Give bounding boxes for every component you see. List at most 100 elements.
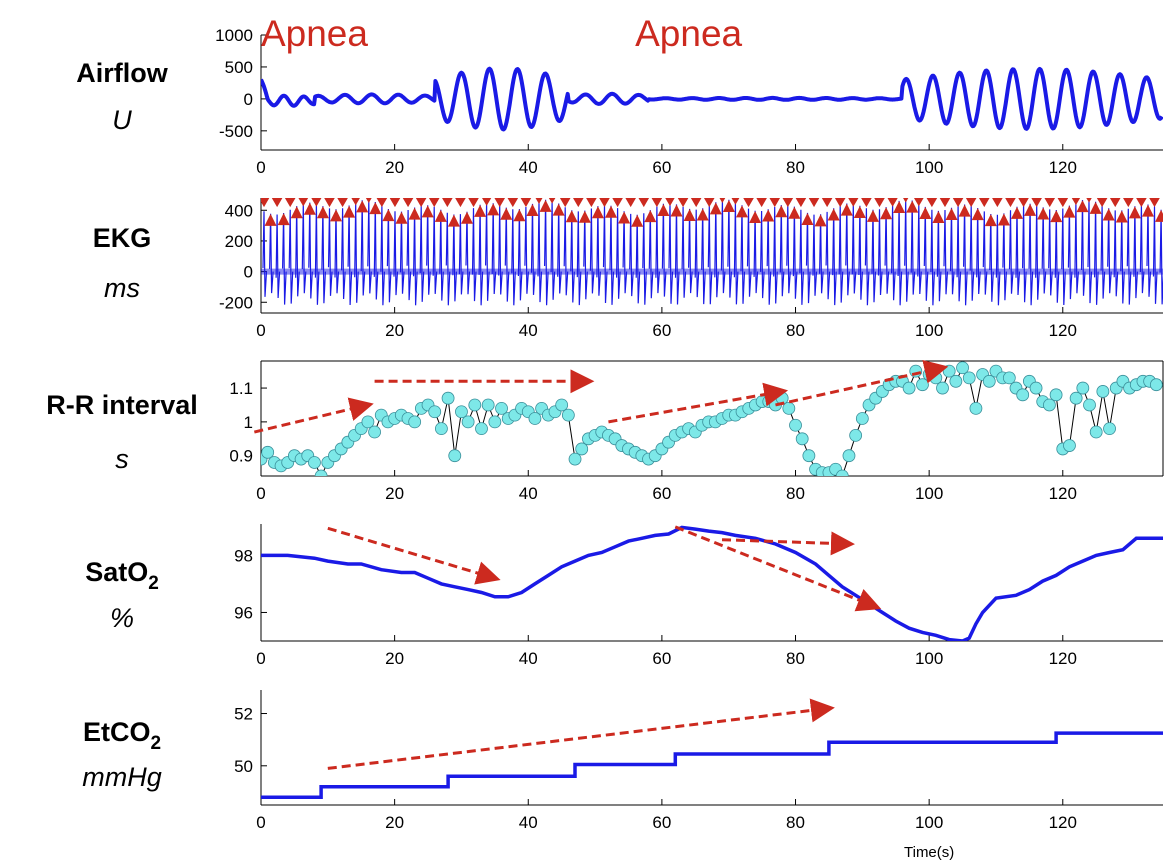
ekg-peak-marker [939, 198, 951, 208]
ekg-peak-marker [494, 198, 506, 208]
ekg-trough-marker [382, 209, 395, 222]
rr-point [929, 371, 943, 385]
x-tick-label: 40 [519, 321, 538, 340]
rr-point [1089, 425, 1103, 439]
ekg-peak-marker [874, 198, 885, 208]
ekg-peak-marker [1005, 198, 1016, 208]
ekg-trough-marker [1076, 200, 1089, 213]
ekg-trough-marker [303, 202, 316, 215]
ekg-peak-marker [535, 198, 543, 204]
rr-point [1069, 391, 1083, 405]
rr-point [962, 371, 976, 385]
ekg-trough-marker [670, 204, 683, 217]
x-tick-label: 120 [1049, 158, 1077, 177]
ekg-peak-marker [992, 198, 1003, 208]
rr-point [455, 405, 468, 419]
ekg-trough-marker [526, 204, 539, 217]
panel-unit: mmHg [82, 762, 162, 792]
x-tick-label: 60 [652, 484, 671, 503]
ekg-line [262, 199, 1163, 306]
ekg-peak-marker [1136, 198, 1147, 208]
rr-point [1103, 422, 1116, 436]
ekg-trough-marker [1102, 208, 1115, 221]
ekg-trough-marker [997, 213, 1010, 226]
rr-point [441, 391, 455, 405]
airflow-line [261, 66, 1163, 132]
rr-point [795, 432, 809, 446]
ekg-trough-marker [945, 207, 958, 220]
ekg-peak-marker [913, 198, 924, 207]
panel-unit: U [112, 105, 132, 135]
x-tick-label: 0 [256, 813, 265, 832]
ekg-trough-marker [644, 210, 657, 223]
rr-point [361, 415, 375, 429]
x-tick-label: 0 [256, 649, 265, 668]
ekg-trough-marker [1024, 203, 1037, 216]
rr-point [488, 415, 502, 429]
ekg-trough-marker [605, 205, 618, 218]
apnea-annotation: Apnea [261, 13, 368, 54]
y-tick-label: 0 [244, 90, 253, 109]
ekg-trough-marker [552, 203, 565, 216]
rr-point [956, 361, 969, 375]
rr-point [936, 381, 949, 395]
ekg-trough-marker [408, 207, 421, 220]
ekg-trough-marker [853, 205, 866, 218]
ekg-peak-marker [1018, 198, 1029, 208]
ekg-peak-marker [311, 198, 322, 207]
ekg-peak-marker [548, 198, 556, 204]
ekg-peak-marker [402, 198, 414, 208]
x-tick-label: 60 [652, 158, 671, 177]
etco2-line [261, 731, 1163, 799]
ekg-trough-marker [631, 214, 644, 227]
rr-point [842, 449, 856, 463]
ekg-peak-marker [861, 198, 872, 208]
rr-point [789, 418, 802, 432]
rr-point [428, 405, 442, 419]
rr-point [1063, 439, 1076, 452]
ekg-trough-marker [1155, 209, 1163, 222]
trend-arrow [674, 525, 882, 612]
ekg-trough-marker [827, 208, 840, 221]
ekg-peak-marker [1044, 198, 1056, 208]
x-tick-label: 0 [256, 484, 265, 503]
ekg-trough-marker [421, 205, 434, 218]
ekg-peak-marker [638, 198, 650, 208]
ekg-peak-marker [769, 198, 781, 208]
ekg-trough-marker [762, 209, 775, 222]
y-tick-label: 50 [234, 757, 253, 776]
rr-point [949, 374, 963, 388]
y-tick-label: 96 [234, 603, 253, 622]
x-tick-label: 120 [1049, 321, 1077, 340]
ekg-trough-marker [539, 199, 552, 212]
rr-point [1149, 378, 1163, 392]
ekg-trough-marker [1115, 210, 1128, 223]
rr-point [802, 449, 816, 463]
ekg-peak-marker [903, 198, 909, 203]
x-tick-label: 80 [786, 484, 805, 503]
ekg-trough-marker [722, 199, 735, 212]
rr-point [969, 401, 983, 415]
ekg-trough-marker [618, 211, 631, 224]
ekg-trough-marker [1011, 206, 1024, 219]
rr-point [909, 364, 923, 378]
rr-point [575, 442, 589, 456]
ekg-peak-marker [834, 198, 846, 208]
rr-point [528, 412, 542, 425]
x-tick-label: 80 [786, 158, 805, 177]
ekg-peak-marker [298, 198, 309, 207]
ekg-trough-marker [591, 206, 604, 219]
ekg-trough-marker [749, 210, 762, 223]
ekg-trough-marker [866, 209, 879, 222]
trend-arrow [721, 531, 855, 556]
ekg-trough-marker [316, 206, 329, 219]
ekg-trough-marker [474, 204, 487, 217]
rr-point [448, 449, 462, 463]
x-tick-label: 120 [1049, 813, 1077, 832]
x-tick-label: 20 [385, 813, 404, 832]
ekg-trough-marker [840, 203, 853, 216]
rr-point [475, 422, 488, 436]
